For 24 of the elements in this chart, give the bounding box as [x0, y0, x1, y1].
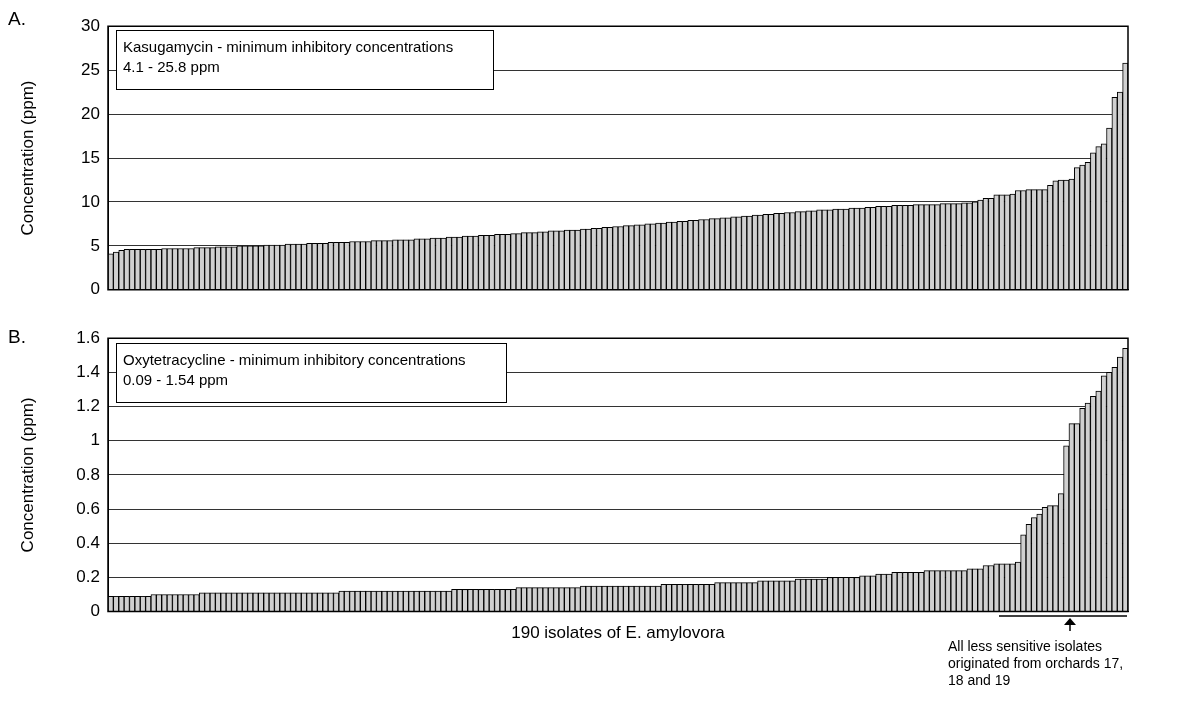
y-axis-title: Concentration (ppm): [17, 397, 37, 553]
y-tick-label: 0.4: [76, 532, 100, 552]
y-tick-label: 1.2: [76, 396, 100, 416]
text: All less sensitive isolates originated from orchards 17, 18 and 19: [948, 638, 1124, 689]
y-tick-label: 1.6: [76, 327, 100, 347]
y-tick-label: 5: [90, 235, 100, 255]
y-tick-label: 10: [81, 191, 100, 211]
annotation: Kasugamycin - minimum inhibitory concentrations 4.1 - 25.8 ppm: [116, 30, 495, 90]
y-tick-label: 1: [90, 430, 100, 450]
chart-title: B.: [8, 326, 26, 348]
y-tick-label: 1.4: [76, 362, 100, 382]
chart-title: A.: [8, 8, 26, 30]
y-tick-label: 20: [81, 103, 100, 123]
x-axis-title: 190 isolates of E. amylovora: [511, 623, 726, 643]
y-tick-label: 0: [90, 279, 100, 299]
y-axis-title: Concentration (ppm): [17, 80, 37, 236]
y-tick-label: 0.8: [76, 464, 100, 484]
y-tick-label: 0.2: [76, 567, 100, 587]
annotation: Oxytetracycline - minimum inhibitory concentrations 0.09 - 1.54 ppm: [116, 343, 507, 403]
y-tick-label: 30: [81, 15, 100, 35]
y-tick-label: 15: [81, 147, 100, 167]
y-tick-label: 0.6: [76, 498, 100, 518]
y-tick-label: 25: [81, 59, 100, 79]
y-tick-label: 0: [90, 601, 100, 621]
